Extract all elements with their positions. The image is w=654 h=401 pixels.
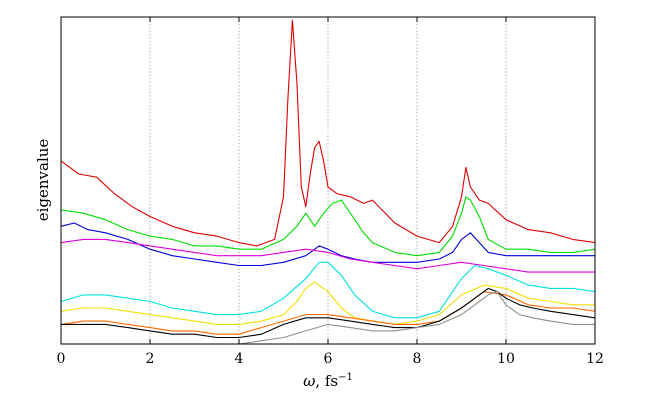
x-tick-label-10: 10 [497,351,515,367]
x-axis-label-exponent: −1 [338,372,353,383]
series-line-6 [60,281,595,325]
series-line-4 [60,238,595,273]
x-tick-label-0: 0 [57,351,66,367]
x-axis-label-symbol: ω [303,372,315,390]
x-tick-label-12: 12 [586,351,604,367]
x-tick-label-2: 2 [146,351,155,367]
x-axis-label-unit: , fs [315,372,338,390]
series-line-7 [60,291,596,335]
x-tick-label-8: 8 [413,351,422,367]
x-axis-ticks: 0 2 4 6 8 10 12 [57,17,604,367]
series-line-5 [60,261,596,319]
x-tick-label-4: 4 [235,351,244,367]
series-line-3 [60,222,595,267]
series-line-1 [60,19,596,247]
series-line-2 [60,196,596,257]
series-lines [60,19,596,345]
grid-lines [149,17,507,344]
y-axis-label: eigenvalue [34,139,52,222]
x-axis-label: ω, fs−1 [303,372,353,390]
x-tick-label-6: 6 [324,351,333,367]
series-line-8 [61,287,596,339]
plot-frame [60,16,596,345]
